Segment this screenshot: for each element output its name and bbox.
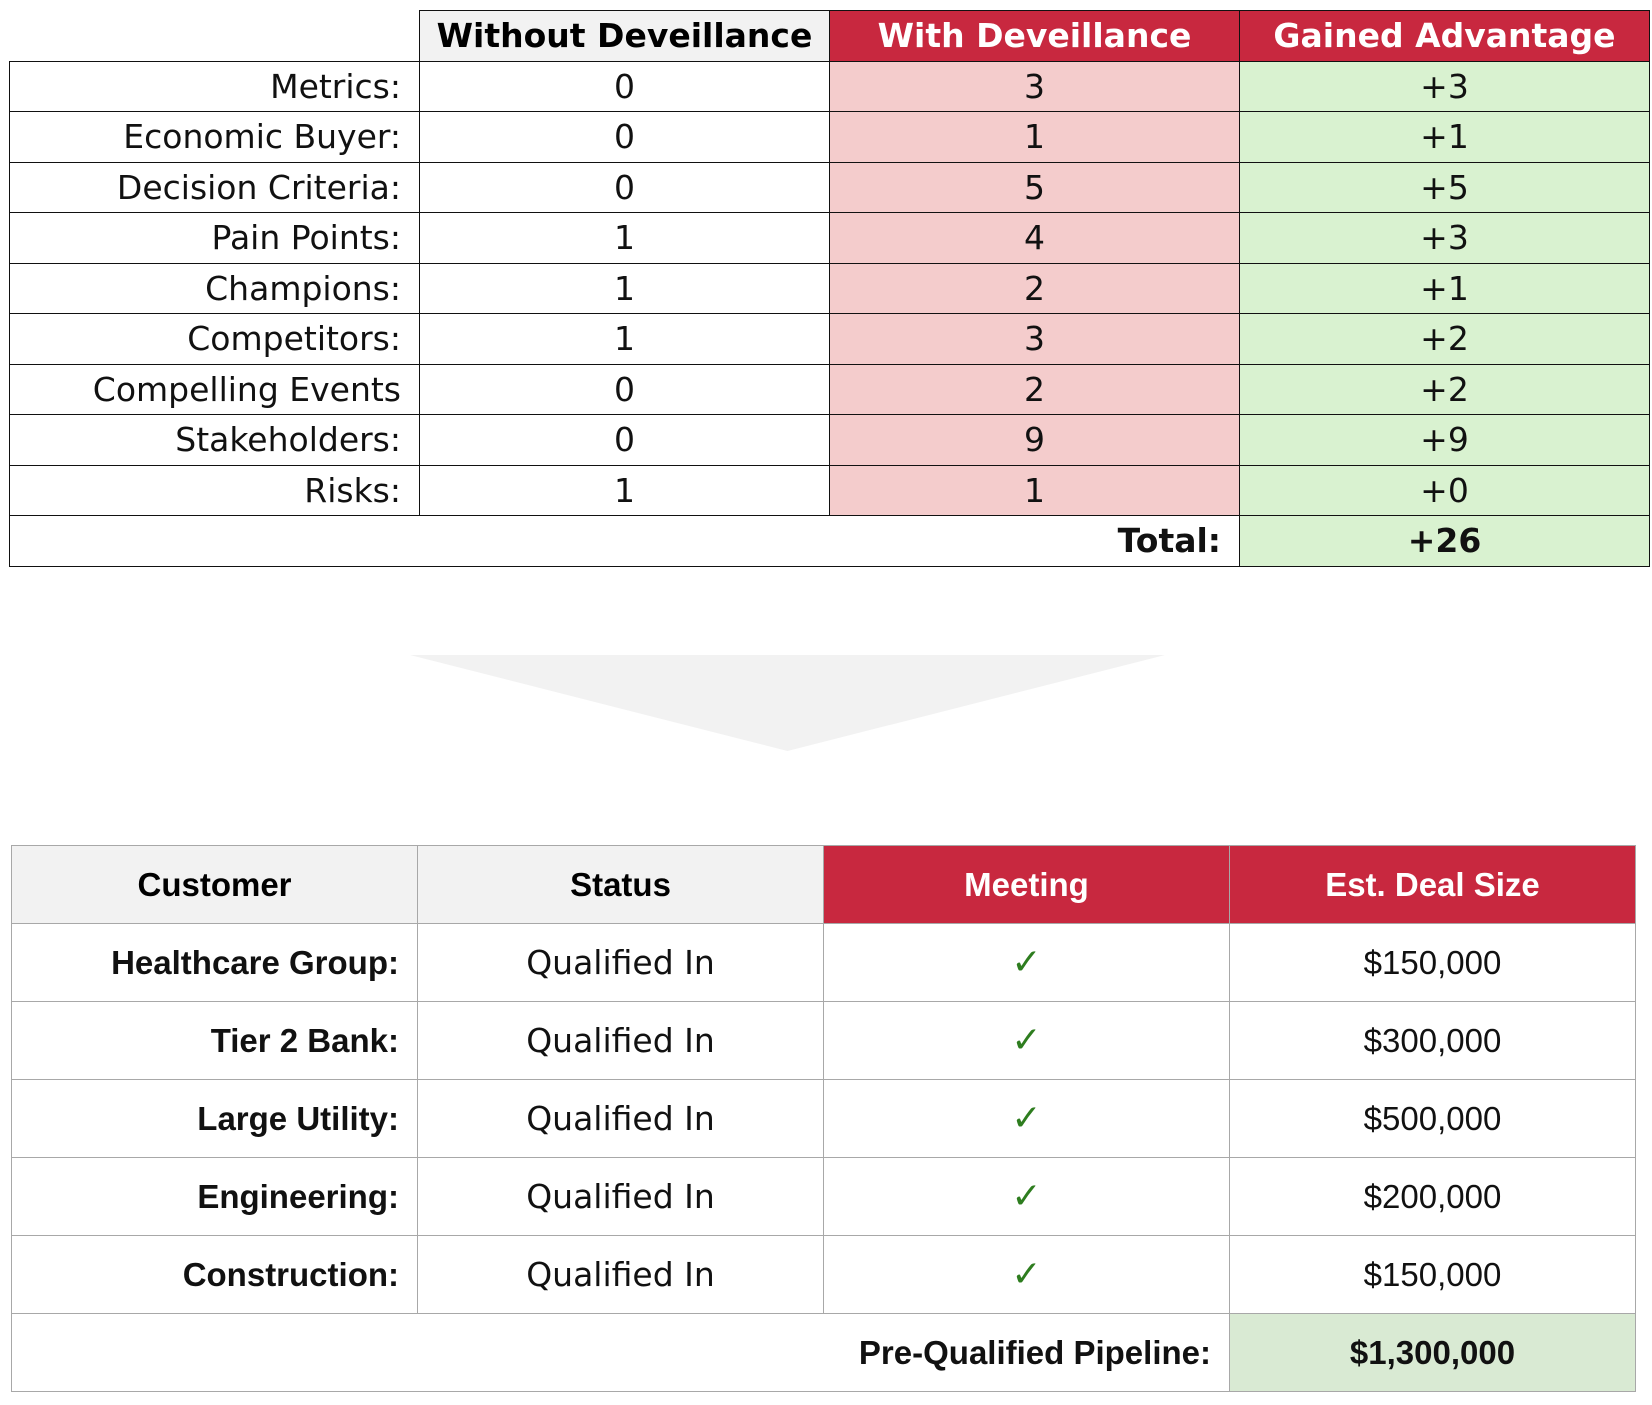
comparison-row: Metrics: 0 3 +3: [9, 60, 1650, 112]
comparison-total-row: Total: +26: [9, 515, 1650, 567]
row-label: Champions:: [9, 262, 420, 314]
without-value: 0: [419, 363, 830, 415]
gain-value: +1: [1239, 111, 1650, 163]
comparison-table: Without Deveillance With Deveillance Gai…: [9, 10, 1650, 567]
gain-value: +2: [1239, 313, 1650, 365]
without-value: 0: [419, 111, 830, 163]
status-value: Qualified In: [417, 923, 824, 1002]
without-value: 0: [419, 161, 830, 213]
with-value: 2: [829, 363, 1240, 415]
header-without-deveillance: Without Deveillance: [419, 10, 830, 62]
status-value: Qualified In: [417, 1235, 824, 1314]
row-label: Risks:: [9, 464, 420, 516]
header-status: Status: [417, 845, 824, 924]
deal-size-value: $300,000: [1229, 1001, 1636, 1080]
pipeline-total-value: $1,300,000: [1229, 1313, 1636, 1392]
with-value: 9: [829, 414, 1240, 466]
without-value: 1: [419, 262, 830, 314]
pipeline-total-row: Pre-Qualified Pipeline: $1,300,000: [11, 1313, 1636, 1392]
header-blank-cell: [9, 10, 420, 61]
without-value: 0: [419, 60, 830, 112]
status-value: Qualified In: [417, 1157, 824, 1236]
gain-value: +9: [1239, 414, 1650, 466]
without-value: 1: [419, 212, 830, 264]
checkmark-icon: ✓: [823, 923, 1230, 1002]
header-gained-advantage: Gained Advantage: [1239, 10, 1650, 62]
customer-name: Engineering:: [11, 1157, 418, 1236]
with-value: 1: [829, 464, 1240, 516]
comparison-row: Decision Criteria: 0 5 +5: [9, 161, 1650, 213]
header-with-deveillance: With Deveillance: [829, 10, 1240, 62]
pipeline-row: Healthcare Group: Qualified In ✓ $150,00…: [11, 923, 1636, 1002]
deal-size-value: $500,000: [1229, 1079, 1636, 1158]
deal-size-value: $150,000: [1229, 923, 1636, 1002]
gain-value: +0: [1239, 464, 1650, 516]
customer-name: Large Utility:: [11, 1079, 418, 1158]
customer-name: Tier 2 Bank:: [11, 1001, 418, 1080]
with-value: 1: [829, 111, 1240, 163]
row-label: Stakeholders:: [9, 414, 420, 466]
total-value: +26: [1239, 515, 1650, 567]
row-label: Competitors:: [9, 313, 420, 365]
deal-size-value: $150,000: [1229, 1235, 1636, 1314]
row-label: Compelling Events: [9, 363, 420, 415]
row-label: Decision Criteria:: [9, 161, 420, 213]
row-label: Economic Buyer:: [9, 111, 420, 163]
pipeline-header-row: Customer Status Meeting Est. Deal Size: [11, 845, 1636, 924]
header-meeting: Meeting: [823, 845, 1230, 924]
gain-value: +5: [1239, 161, 1650, 213]
pipeline-total-label: Pre-Qualified Pipeline:: [11, 1313, 1230, 1392]
gain-value: +3: [1239, 60, 1650, 112]
comparison-row: Risks: 1 1 +0: [9, 464, 1650, 516]
gain-value: +1: [1239, 262, 1650, 314]
row-label: Metrics:: [9, 60, 420, 112]
with-value: 3: [829, 60, 1240, 112]
comparison-header-row: Without Deveillance With Deveillance Gai…: [9, 10, 1650, 62]
customer-name: Healthcare Group:: [11, 923, 418, 1002]
checkmark-icon: ✓: [823, 1235, 1230, 1314]
checkmark-icon: ✓: [823, 1157, 1230, 1236]
comparison-row: Competitors: 1 3 +2: [9, 313, 1650, 365]
header-customer: Customer: [11, 845, 418, 924]
comparison-row: Economic Buyer: 0 1 +1: [9, 111, 1650, 163]
pipeline-table: Customer Status Meeting Est. Deal Size H…: [11, 845, 1636, 1392]
without-value: 1: [419, 313, 830, 365]
with-value: 3: [829, 313, 1240, 365]
gain-value: +2: [1239, 363, 1650, 415]
down-chevron-arrow-icon: [410, 655, 1165, 751]
comparison-row: Compelling Events 0 2 +2: [9, 363, 1650, 415]
with-value: 5: [829, 161, 1240, 213]
checkmark-icon: ✓: [823, 1079, 1230, 1158]
comparison-row: Pain Points: 1 4 +3: [9, 212, 1650, 264]
header-est-deal-size: Est. Deal Size: [1229, 845, 1636, 924]
deal-size-value: $200,000: [1229, 1157, 1636, 1236]
pipeline-row: Construction: Qualified In ✓ $150,000: [11, 1235, 1636, 1314]
customer-name: Construction:: [11, 1235, 418, 1314]
pipeline-row: Large Utility: Qualified In ✓ $500,000: [11, 1079, 1636, 1158]
without-value: 1: [419, 464, 830, 516]
status-value: Qualified In: [417, 1001, 824, 1080]
checkmark-icon: ✓: [823, 1001, 1230, 1080]
with-value: 2: [829, 262, 1240, 314]
total-label: Total:: [9, 515, 1240, 567]
status-value: Qualified In: [417, 1079, 824, 1158]
with-value: 4: [829, 212, 1240, 264]
comparison-row: Stakeholders: 0 9 +9: [9, 414, 1650, 466]
gain-value: +3: [1239, 212, 1650, 264]
pipeline-row: Engineering: Qualified In ✓ $200,000: [11, 1157, 1636, 1236]
comparison-row: Champions: 1 2 +1: [9, 262, 1650, 314]
without-value: 0: [419, 414, 830, 466]
pipeline-row: Tier 2 Bank: Qualified In ✓ $300,000: [11, 1001, 1636, 1080]
row-label: Pain Points:: [9, 212, 420, 264]
